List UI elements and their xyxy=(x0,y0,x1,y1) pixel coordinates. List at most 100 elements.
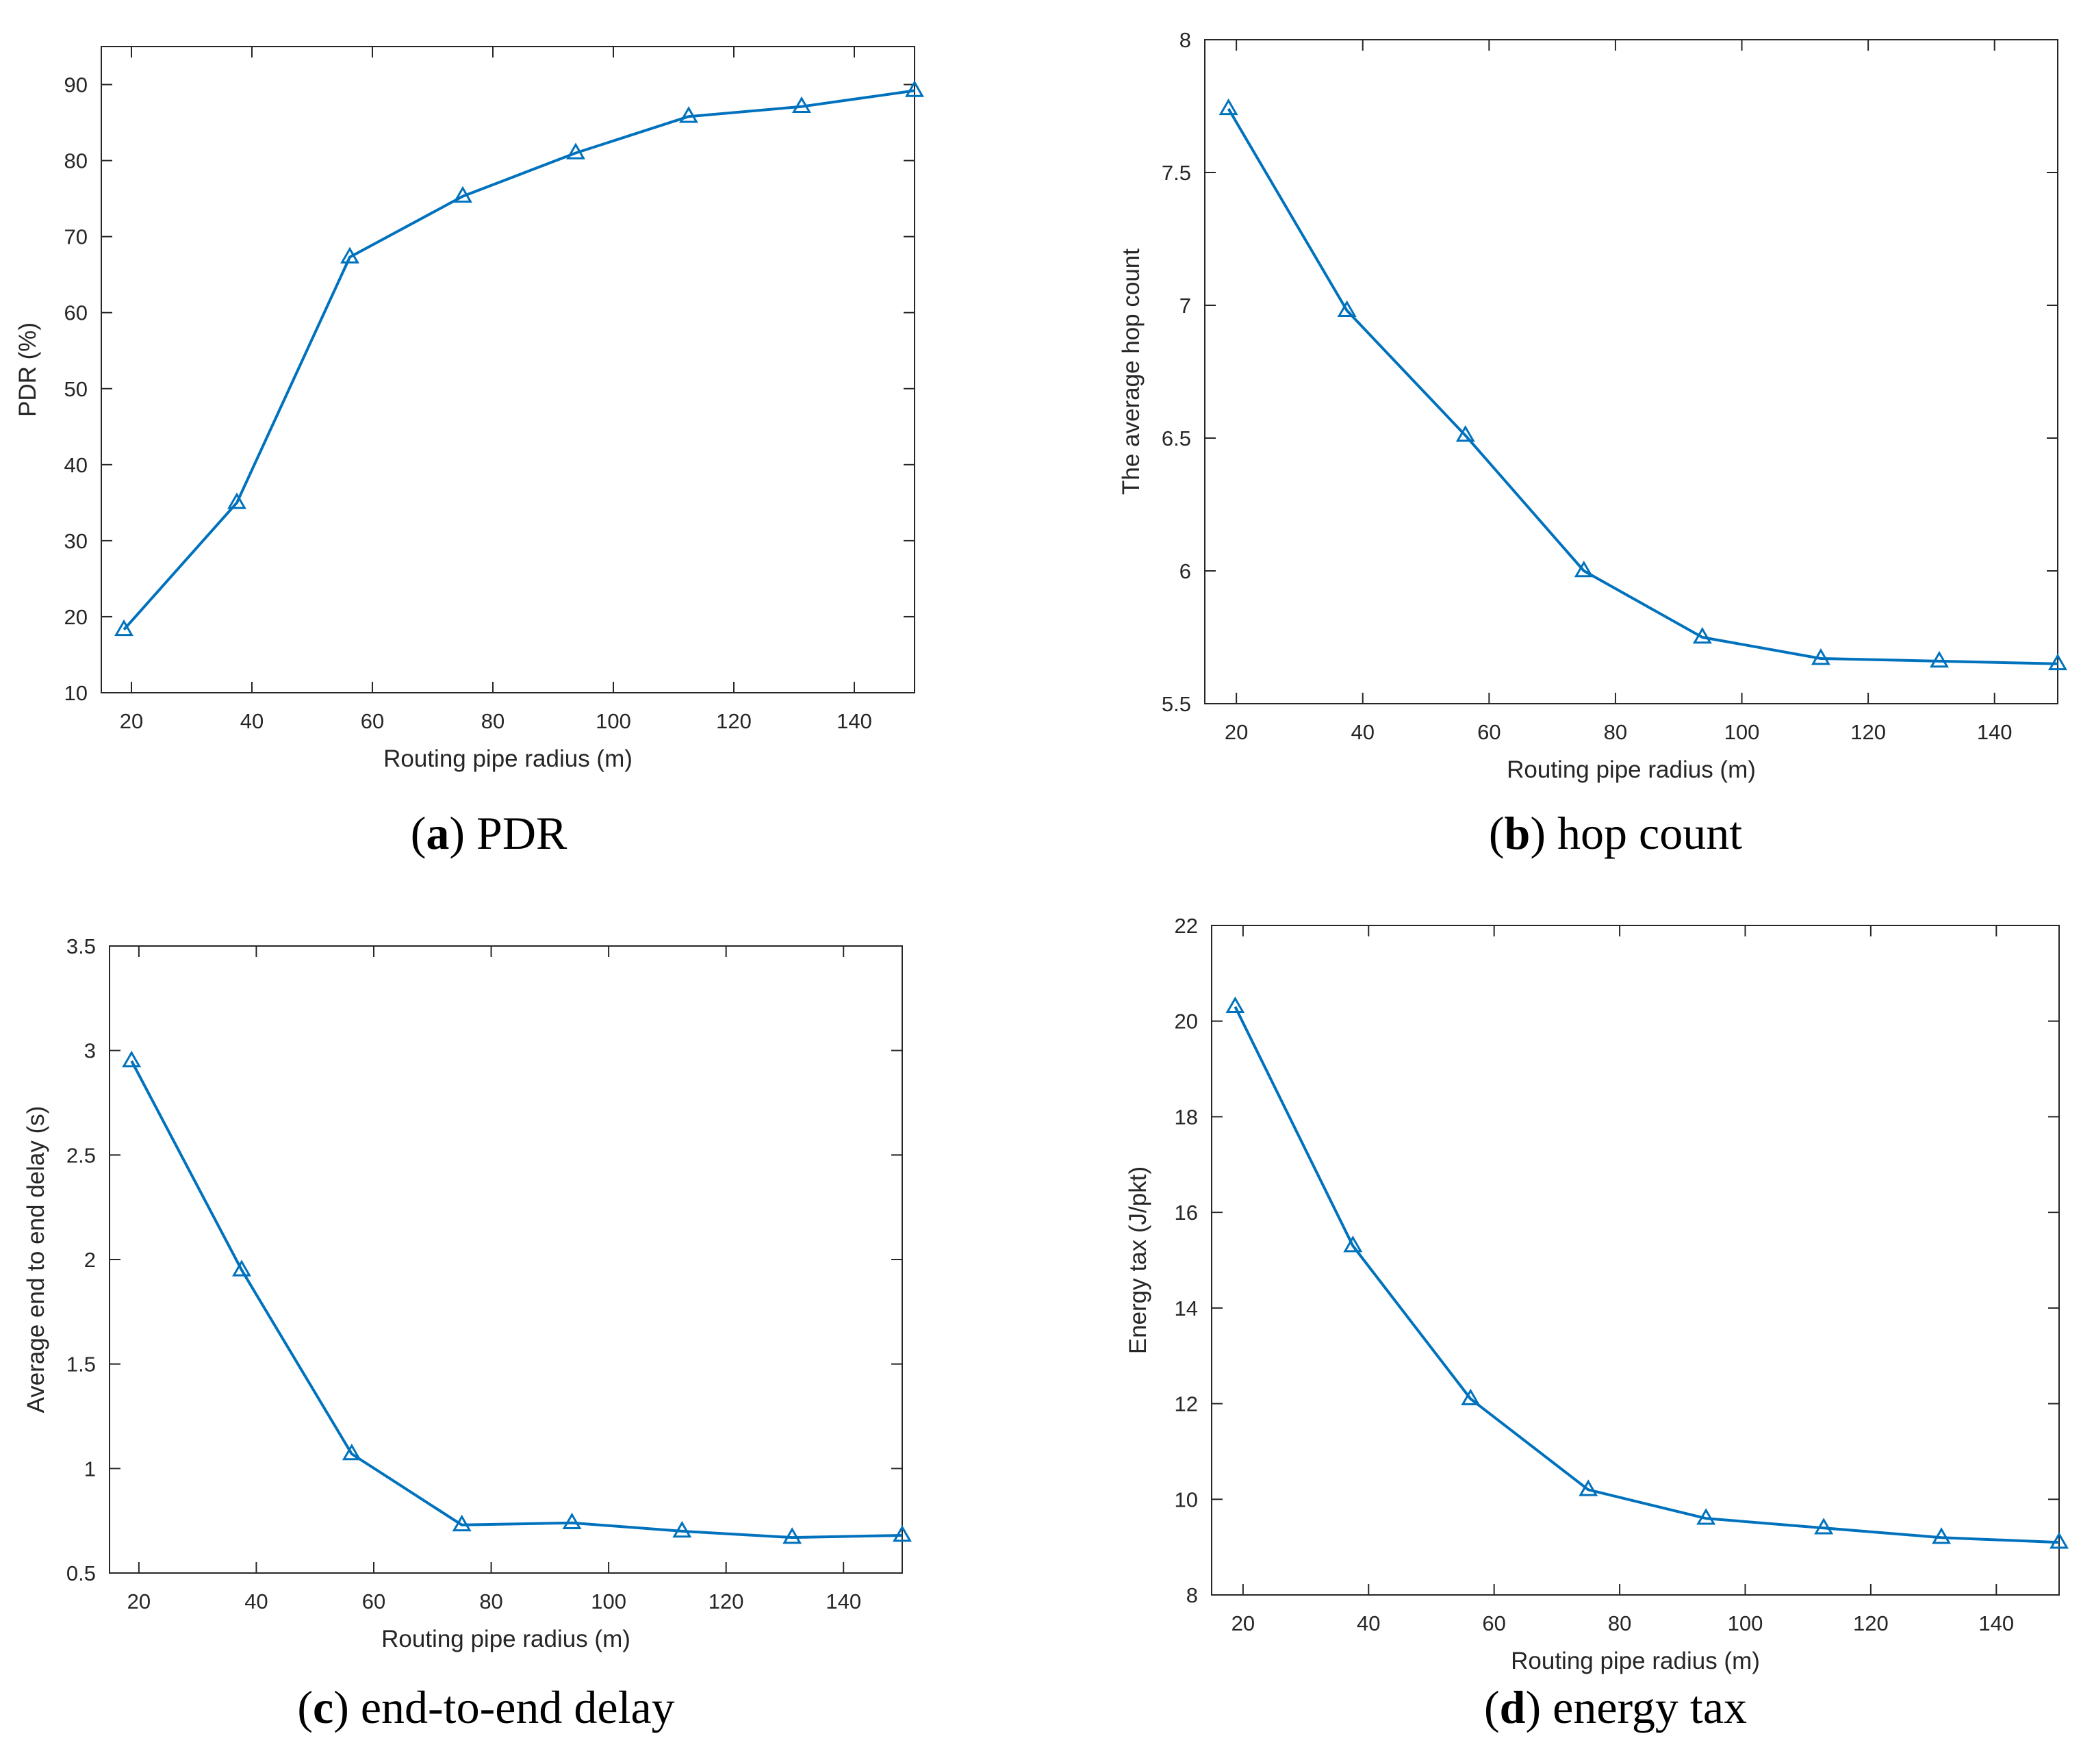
y-tick-label: 40 xyxy=(64,453,88,477)
x-tick-label: 80 xyxy=(1608,1611,1631,1635)
data-point-marker xyxy=(566,142,585,159)
data-point-marker xyxy=(905,80,924,97)
data-point-marker xyxy=(2048,653,2067,671)
y-tick-label: 2 xyxy=(84,1248,96,1272)
x-tick-label: 40 xyxy=(1351,720,1374,744)
x-axis-label: Routing pipe radius (m) xyxy=(381,1626,630,1652)
series-line xyxy=(1227,107,2058,665)
y-tick-label: 20 xyxy=(1175,1010,1198,1034)
data-point-marker xyxy=(2050,1532,2069,1549)
y-tick-label: 80 xyxy=(64,149,88,173)
series-line xyxy=(1234,1006,2060,1544)
x-tick-label: 60 xyxy=(362,1589,385,1613)
panel-caption: (c) end-to-end delay xyxy=(297,1681,674,1733)
x-tick-label: 120 xyxy=(1850,720,1886,744)
plot-area xyxy=(101,46,915,693)
x-tick-label: 20 xyxy=(1225,720,1248,744)
data-point-marker xyxy=(893,1525,912,1542)
data-point-marker xyxy=(1461,1388,1481,1405)
data-point-marker xyxy=(227,492,246,509)
y-tick-label: 5.5 xyxy=(1162,692,1191,716)
data-point-marker xyxy=(1814,1518,1834,1535)
series-line xyxy=(130,1060,903,1539)
caption-letter: c xyxy=(313,1681,333,1733)
data-point-marker xyxy=(1929,650,1949,668)
y-tick-label: 2.5 xyxy=(66,1143,96,1167)
chart-panel-b: 20 40 60 80 100 120 140 5.5 6 6.5 7 7.5 8 Routing pip… xyxy=(1118,28,2067,859)
y-tick-label: 14 xyxy=(1175,1296,1198,1320)
caption-paren-close: ) xyxy=(1530,807,1557,859)
y-tick-label: 1 xyxy=(84,1457,96,1481)
data-point-marker xyxy=(453,186,472,203)
data-point-marker xyxy=(1455,425,1475,442)
x-tick-label: 100 xyxy=(596,709,631,733)
caption-letter: b xyxy=(1505,807,1531,859)
y-tick-label: 16 xyxy=(1175,1201,1198,1225)
y-tick-label: 0.5 xyxy=(66,1561,96,1585)
caption-letter: a xyxy=(426,807,449,859)
data-point-marker xyxy=(1225,996,1245,1014)
data-point-marker xyxy=(1343,1236,1363,1253)
x-tick-label: 100 xyxy=(1724,720,1760,744)
caption-text: hop count xyxy=(1557,807,1742,859)
x-tick-label: 140 xyxy=(826,1589,861,1613)
caption-text: energy tax xyxy=(1553,1681,1747,1733)
y-tick-label: 3.5 xyxy=(66,934,96,958)
y-tick-label: 6 xyxy=(1179,559,1191,583)
x-tick-label: 40 xyxy=(1357,1611,1380,1635)
x-tick-label: 60 xyxy=(1482,1611,1505,1635)
y-tick-label: 10 xyxy=(1175,1487,1198,1511)
data-point-marker xyxy=(1696,1508,1716,1525)
series-line xyxy=(123,89,915,631)
x-tick-label: 20 xyxy=(127,1589,151,1613)
data-point-marker xyxy=(122,1050,142,1068)
x-tick-label: 140 xyxy=(1977,720,2013,744)
panel-caption: (a) PDR xyxy=(411,807,567,859)
y-tick-label: 22 xyxy=(1175,914,1198,938)
y-tick-label: 7 xyxy=(1179,294,1191,318)
x-tick-label: 120 xyxy=(708,1589,744,1613)
data-point-marker xyxy=(232,1260,251,1277)
caption-paren-open: ( xyxy=(1484,1681,1500,1733)
y-tick-label: 90 xyxy=(64,73,88,97)
data-point-marker xyxy=(782,1527,802,1544)
x-tick-label: 140 xyxy=(837,709,872,733)
data-point-marker xyxy=(452,1514,472,1532)
data-point-marker xyxy=(1218,98,1238,116)
y-tick-label: 10 xyxy=(64,681,88,705)
data-point-marker xyxy=(1579,1479,1598,1496)
x-tick-label: 40 xyxy=(240,709,264,733)
x-axis-label: Routing pipe radius (m) xyxy=(383,745,633,772)
data-point-marker xyxy=(792,96,811,114)
x-tick-label: 80 xyxy=(481,709,505,733)
plot-area xyxy=(1211,925,2060,1596)
caption-paren-open: ( xyxy=(1489,807,1505,859)
y-tick-label: 8 xyxy=(1179,28,1191,52)
x-tick-label: 80 xyxy=(479,1589,502,1613)
caption-paren-open: ( xyxy=(411,807,426,859)
data-point-marker xyxy=(1811,648,1830,665)
plot-area xyxy=(109,945,903,1574)
y-tick-label: 30 xyxy=(64,529,88,553)
data-point-marker xyxy=(1337,300,1357,318)
y-tick-label: 1.5 xyxy=(66,1353,96,1377)
y-tick-label: 3 xyxy=(84,1039,96,1063)
y-axis-label: Energy tax (J/pkt) xyxy=(1125,1166,1151,1354)
panel-caption: (b) hop count xyxy=(1489,807,1742,859)
data-point-marker xyxy=(679,106,698,123)
x-tick-label: 60 xyxy=(1477,720,1501,744)
x-tick-label: 100 xyxy=(591,1589,626,1613)
caption-paren-close: ) xyxy=(1525,1681,1553,1733)
x-tick-label: 120 xyxy=(716,709,752,733)
data-point-marker xyxy=(1932,1527,1952,1544)
x-tick-label: 100 xyxy=(1728,1611,1763,1635)
y-tick-label: 18 xyxy=(1175,1105,1198,1129)
y-tick-label: 6.5 xyxy=(1162,426,1191,450)
x-tick-label: 120 xyxy=(1853,1611,1889,1635)
data-point-marker xyxy=(1692,626,1712,644)
x-tick-label: 140 xyxy=(1978,1611,2014,1635)
x-tick-label: 20 xyxy=(1231,1611,1255,1635)
data-point-marker xyxy=(340,246,359,264)
x-tick-label: 20 xyxy=(120,709,143,733)
caption-text: PDR xyxy=(476,807,567,859)
